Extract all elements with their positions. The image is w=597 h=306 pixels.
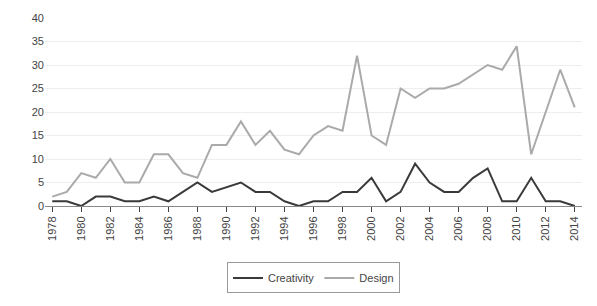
svg-text:1998: 1998 (336, 216, 348, 240)
svg-text:2012: 2012 (539, 216, 551, 240)
svg-text:2000: 2000 (365, 216, 377, 240)
svg-text:Creativity: Creativity (268, 272, 314, 284)
svg-text:1990: 1990 (220, 216, 232, 240)
svg-text:1982: 1982 (104, 216, 116, 240)
svg-text:Design: Design (359, 272, 393, 284)
svg-text:1984: 1984 (133, 216, 145, 240)
svg-text:0: 0 (38, 200, 44, 212)
svg-text:20: 20 (32, 106, 44, 118)
svg-text:1980: 1980 (75, 216, 87, 240)
svg-text:10: 10 (32, 153, 44, 165)
svg-text:2006: 2006 (452, 216, 464, 240)
svg-text:2002: 2002 (394, 216, 406, 240)
svg-text:30: 30 (32, 59, 44, 71)
svg-text:1992: 1992 (249, 216, 261, 240)
svg-text:1978: 1978 (46, 216, 58, 240)
svg-text:2014: 2014 (568, 216, 580, 240)
svg-text:1994: 1994 (278, 216, 290, 240)
svg-text:35: 35 (32, 35, 44, 47)
svg-text:1988: 1988 (191, 216, 203, 240)
svg-text:2010: 2010 (510, 216, 522, 240)
svg-text:40: 40 (32, 12, 44, 24)
svg-text:1996: 1996 (307, 216, 319, 240)
svg-text:2004: 2004 (423, 216, 435, 240)
svg-text:15: 15 (32, 129, 44, 141)
svg-text:2008: 2008 (481, 216, 493, 240)
svg-text:1986: 1986 (162, 216, 174, 240)
svg-text:5: 5 (38, 176, 44, 188)
svg-text:25: 25 (32, 82, 44, 94)
